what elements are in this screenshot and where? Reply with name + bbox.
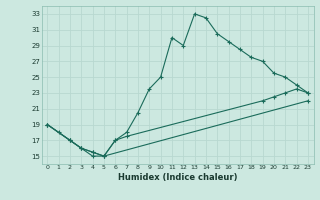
X-axis label: Humidex (Indice chaleur): Humidex (Indice chaleur) (118, 173, 237, 182)
